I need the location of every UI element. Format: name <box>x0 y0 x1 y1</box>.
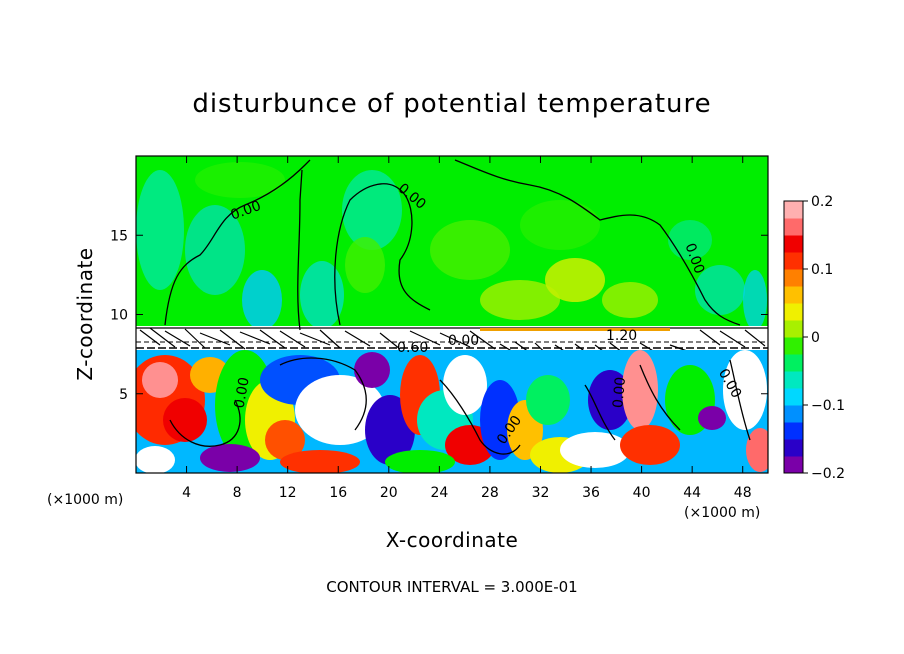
contour-lines <box>164 159 751 455</box>
contour-label: 0.00 <box>232 376 253 409</box>
x-tick-label: 24 <box>430 485 448 501</box>
plot-area: 0.00 0.00 0.00 0.00 0.00 0.00 1.20 -0.60… <box>136 156 768 473</box>
colorbar-swatch <box>784 201 803 219</box>
y-tick-label: 10 <box>110 308 128 324</box>
x-axis: 4 8 12 16 20 24 28 32 36 40 44 48 <box>182 156 752 501</box>
lower-field <box>136 350 768 473</box>
x-axis-label: X-coordinate <box>386 528 519 552</box>
y-axis-label: Z-coordinate <box>73 247 97 380</box>
x-tick-label: 4 <box>182 485 191 501</box>
colorbar: 0.2 0.1 0 −0.1 −0.2 <box>783 194 845 482</box>
colorbar-swatch <box>784 337 803 355</box>
colorbar-tick-label: −0.1 <box>811 398 845 414</box>
x-tick-label: 28 <box>481 485 499 501</box>
colorbar-swatch <box>784 422 803 440</box>
x-tick-label: 16 <box>329 485 347 501</box>
x-unit-right: (×1000 m) <box>684 505 760 521</box>
colorbar-swatch <box>784 235 803 253</box>
colorbar-swatch <box>784 439 803 457</box>
y-axis: 5 10 15 <box>110 228 768 403</box>
contour-interval-note: CONTOUR INTERVAL = 3.000E-01 <box>326 578 577 596</box>
colorbar-tick-label: 0 <box>811 330 820 346</box>
colorbar-swatch <box>784 320 803 338</box>
x-tick-label: 20 <box>380 485 398 501</box>
x-tick-label: 40 <box>633 485 651 501</box>
contour-label: 0.00 <box>448 333 479 349</box>
x-tick-label: 12 <box>279 485 297 501</box>
colorbar-swatch <box>784 354 803 372</box>
chart-title: disturbunce of potential temperature <box>192 89 711 119</box>
colorbar-tick-label: −0.2 <box>811 466 845 482</box>
colorbar-swatch <box>784 456 803 474</box>
tropopause-warm-strip <box>480 328 670 331</box>
y-tick-label: 5 <box>119 387 128 403</box>
colorbar-swatch <box>784 303 803 321</box>
colorbar-swatch <box>784 371 803 389</box>
y-tick-label: 15 <box>110 228 128 244</box>
colorbar-swatch <box>784 388 803 406</box>
x-tick-label: 36 <box>582 485 600 501</box>
colorbar-swatch <box>784 252 803 270</box>
x-tick-label: 32 <box>532 485 550 501</box>
upper-field-patches <box>136 162 767 330</box>
colorbar-swatch <box>784 218 803 236</box>
x-tick-label: 48 <box>734 485 752 501</box>
contour-label: 1.20 <box>606 328 637 344</box>
x-tick-label: 44 <box>683 485 701 501</box>
colorbar-tick-label: 0.1 <box>811 262 833 278</box>
x-unit-left: (×1000 m) <box>47 492 123 508</box>
colorbar-swatch <box>784 405 803 423</box>
x-tick-label: 8 <box>233 485 242 501</box>
colorbar-swatch <box>784 269 803 287</box>
colorbar-tick-label: 0.2 <box>811 194 833 210</box>
contour-label: 0.00 <box>610 376 629 408</box>
contour-label: -0.60 <box>392 340 428 356</box>
colorbar-swatch <box>784 286 803 304</box>
